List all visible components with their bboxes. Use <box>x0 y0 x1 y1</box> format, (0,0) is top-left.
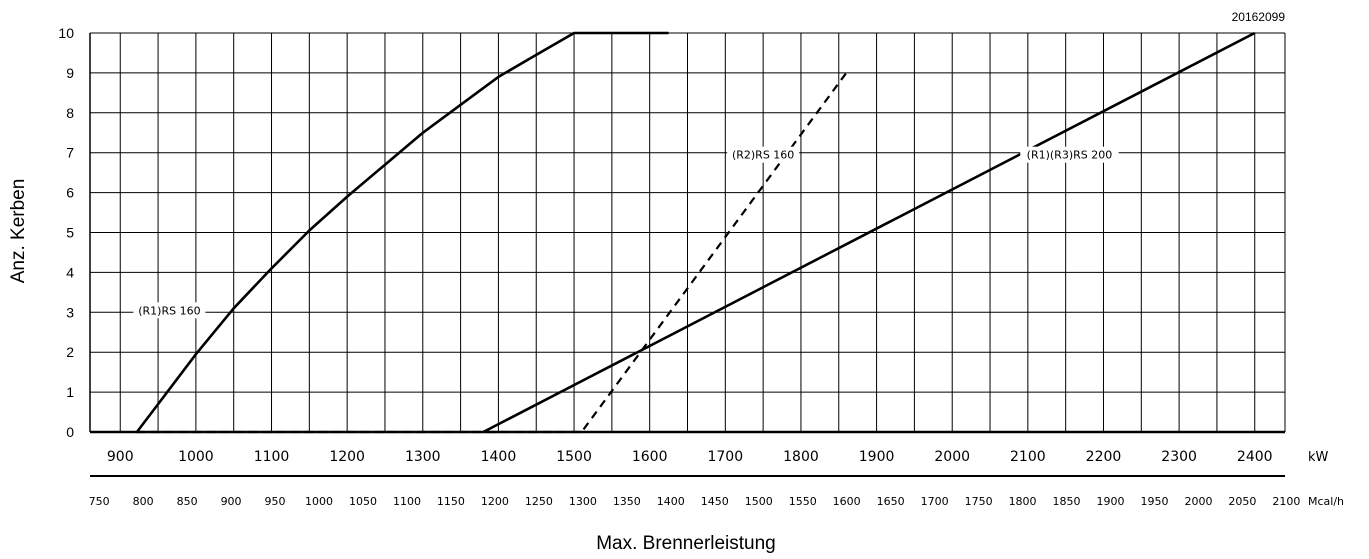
x-tick-label: 1200 <box>329 449 365 465</box>
series-label: (R1)(R3)RS 200 <box>1027 149 1113 162</box>
series-label-bg <box>1020 146 1119 163</box>
series-label: (R2)RS 160 <box>732 149 794 162</box>
y-tick-label: 3 <box>66 304 74 320</box>
series-layer <box>135 31 1256 434</box>
x-tick-label: 1400 <box>481 449 517 465</box>
x2-tick-label: 1250 <box>525 495 553 508</box>
x2-tick-label: 1850 <box>1053 495 1081 508</box>
x2-tick-label: 1600 <box>833 495 861 508</box>
x-tick-label: 1900 <box>859 449 895 465</box>
x2-tick-label: 1350 <box>613 495 641 508</box>
labels-layer: (R1)RS 160 (R2)RS 160 (R1)(R3)RS 200 <box>133 146 1119 319</box>
x2-tick-label: 1400 <box>657 495 685 508</box>
y-tick-label: 10 <box>58 25 74 41</box>
x2-tick-label: 2100 <box>1272 495 1300 508</box>
x2-tick-label: 800 <box>133 495 154 508</box>
series-line <box>482 31 1256 434</box>
grid <box>90 32 1285 433</box>
series-line <box>136 72 848 434</box>
x2-tick-label: 1200 <box>481 495 509 508</box>
x-tick-label: 1500 <box>556 449 592 465</box>
x2-tick-label: 1700 <box>921 495 949 508</box>
series-label-bg <box>133 302 206 319</box>
x2-tick-label: 1550 <box>789 495 817 508</box>
x-tick-label: 1700 <box>707 449 743 465</box>
x2-tick-label: 1900 <box>1097 495 1125 508</box>
x2-tick-label: 2000 <box>1184 495 1212 508</box>
x-tick-label: 1800 <box>783 449 819 465</box>
x-tick-label: 1000 <box>178 449 214 465</box>
y-tick-label: 7 <box>66 145 74 161</box>
axes-layer: 0 1 2 3 4 5 6 7 8 9 10 900 1000 1100 1200 1300 1400 1500 1… <box>58 25 1300 508</box>
x2-tick-label: 1300 <box>569 495 597 508</box>
x2-tick-label: 1000 <box>305 495 333 508</box>
x-tick-label: 1100 <box>254 449 290 465</box>
series-label: (R1)RS 160 <box>138 304 200 317</box>
x-tick-label: 2300 <box>1161 449 1197 465</box>
x2-tick-label: 1950 <box>1140 495 1168 508</box>
y-tick-label: 5 <box>66 225 74 241</box>
x-tick-label: 2400 <box>1237 449 1273 465</box>
x-tick-label: 900 <box>107 449 134 465</box>
x-tick-label: 1600 <box>632 449 668 465</box>
x2-tick-label: 950 <box>265 495 286 508</box>
y-tick-label: 2 <box>66 344 74 360</box>
series-label-bg <box>727 146 800 163</box>
x2-tick-label: 1500 <box>745 495 773 508</box>
x2-tick-label: 1150 <box>437 495 465 508</box>
x2-tick-label: 850 <box>177 495 198 508</box>
x2-tick-label: 750 <box>89 495 110 508</box>
x2-tick-label: 1450 <box>701 495 729 508</box>
y-tick-label: 6 <box>66 185 74 201</box>
x-tick-label: 2100 <box>1010 449 1046 465</box>
x2-tick-label: 1650 <box>877 495 905 508</box>
x-axis-label: Max. Brennerleistung <box>596 533 776 554</box>
x-unit-kw: kW <box>1308 450 1329 465</box>
y-axis-label: Anz. Kerben <box>8 179 29 284</box>
series-line <box>135 31 669 433</box>
chart-code: 20162099 <box>1232 10 1286 24</box>
y-tick-label: 8 <box>66 105 74 121</box>
y-tick-label: 1 <box>66 384 74 400</box>
y-tick-label: 9 <box>66 65 74 81</box>
y-tick-label: 0 <box>66 424 74 440</box>
x-unit-mcal: Mcal/h <box>1308 495 1344 508</box>
x-tick-label: 2200 <box>1086 449 1122 465</box>
x2-tick-label: 1100 <box>393 495 421 508</box>
x2-tick-label: 900 <box>221 495 242 508</box>
x2-tick-label: 1750 <box>965 495 993 508</box>
x-tick-label: 1300 <box>405 449 441 465</box>
x2-tick-label: 1050 <box>349 495 377 508</box>
x2-tick-label: 1800 <box>1009 495 1037 508</box>
y-tick-label: 4 <box>66 264 74 280</box>
x-tick-label: 2000 <box>934 449 970 465</box>
x2-tick-label: 2050 <box>1228 495 1256 508</box>
